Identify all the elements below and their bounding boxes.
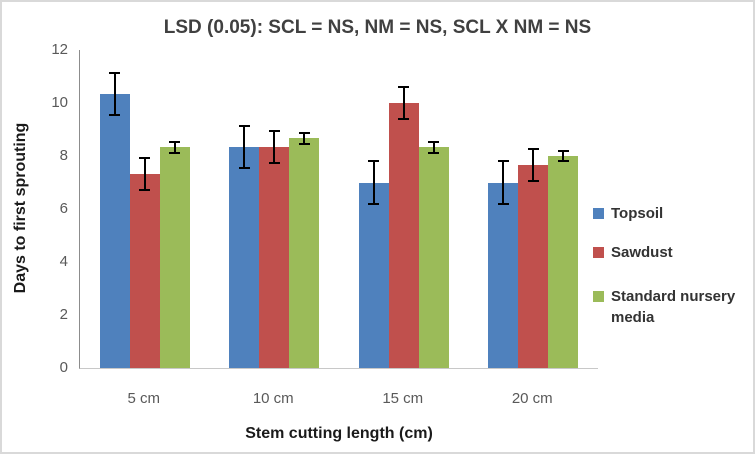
legend-item-standard-nursery-media: Standard nursery media xyxy=(593,286,749,328)
y-tick-label-4: 4 xyxy=(59,253,68,270)
error-bar-sawdust-20-cm-cap-top xyxy=(527,147,539,150)
x-tick-label-15-cm: 15 cm xyxy=(382,390,424,407)
error-bar-sawdust-15-cm-line xyxy=(402,87,405,119)
legend-item-topsoil: Topsoil xyxy=(593,203,749,224)
bar-standard-nursery-media-15-cm xyxy=(418,147,449,368)
error-bar-sawdust-10-cm-cap-top xyxy=(268,130,280,133)
bar-standard-nursery-media-20-cm xyxy=(548,156,579,368)
x-tick-label-10-cm: 10 cm xyxy=(252,390,294,407)
chart-title: LSD (0.05): SCL = NS, NM = NS, SCL X NM … xyxy=(163,17,592,38)
legend-swatch-standard-nursery-media xyxy=(593,291,604,302)
error-bar-topsoil-5-cm-cap-top xyxy=(109,72,121,75)
legend-label-topsoil: Topsoil xyxy=(611,205,664,222)
bar-standard-nursery-media-5-cm xyxy=(159,147,190,368)
error-bar-topsoil-10-cm-cap-bottom xyxy=(238,167,250,170)
bar-topsoil-20-cm xyxy=(488,182,519,368)
error-bar-standard-nursery-media-20-cm-cap-top xyxy=(557,149,569,152)
bar-sawdust-20-cm xyxy=(518,164,549,368)
bar-sawdust-5-cm xyxy=(129,173,160,368)
error-bar-sawdust-15-cm-cap-bottom xyxy=(398,117,410,120)
y-tick-label-8: 8 xyxy=(59,147,68,164)
legend-swatch-topsoil xyxy=(593,208,604,219)
bar-standard-nursery-media-10-cm xyxy=(289,138,320,368)
error-bar-topsoil-10-cm-line xyxy=(243,126,246,169)
x-tick-label-5-cm: 5 cm xyxy=(127,390,160,407)
y-tick-label-6: 6 xyxy=(59,200,68,217)
error-bar-sawdust-10-cm-cap-bottom xyxy=(268,162,280,165)
error-bar-standard-nursery-media-10-cm-cap-top xyxy=(298,131,310,134)
legend-swatch-sawdust xyxy=(593,247,604,258)
error-bar-topsoil-20-cm-line xyxy=(502,161,505,204)
error-bar-sawdust-10-cm-line xyxy=(273,131,276,164)
error-bar-sawdust-5-cm-cap-bottom xyxy=(139,188,151,191)
error-bar-topsoil-5-cm-cap-bottom xyxy=(109,114,121,117)
error-bar-sawdust-20-cm-cap-bottom xyxy=(527,179,539,182)
bar-topsoil-15-cm xyxy=(358,182,389,368)
error-bar-standard-nursery-media-15-cm-line xyxy=(432,141,435,153)
error-bar-standard-nursery-media-10-cm-cap-bottom xyxy=(298,142,310,145)
error-bar-standard-nursery-media-20-cm-line xyxy=(562,150,565,162)
y-tick-label-12: 12 xyxy=(51,41,68,58)
x-tick-label-20-cm: 20 cm xyxy=(511,390,553,407)
error-bar-sawdust-15-cm-cap-top xyxy=(398,86,410,89)
error-bar-topsoil-10-cm-cap-top xyxy=(238,125,250,128)
legend-label-standard-nursery-media: Standard nursery media xyxy=(611,288,736,326)
error-bar-sawdust-5-cm-cap-top xyxy=(139,156,151,159)
error-bar-standard-nursery-media-15-cm-cap-top xyxy=(428,140,440,143)
bar-topsoil-5-cm xyxy=(99,94,130,368)
x-axis-title: Stem cutting length (cm) xyxy=(245,425,433,442)
error-bar-standard-nursery-media-5-cm-cap-bottom xyxy=(169,151,181,154)
error-bar-standard-nursery-media-5-cm-line xyxy=(173,141,176,153)
error-bar-standard-nursery-media-5-cm-cap-top xyxy=(169,140,181,143)
bar-sawdust-15-cm xyxy=(388,103,419,368)
bar-topsoil-10-cm xyxy=(229,147,260,368)
error-bar-topsoil-15-cm-line xyxy=(372,161,375,204)
error-bar-standard-nursery-media-10-cm-line xyxy=(303,132,306,144)
error-bar-topsoil-20-cm-cap-top xyxy=(497,160,509,163)
error-bar-topsoil-15-cm-cap-top xyxy=(368,160,380,163)
error-bar-topsoil-5-cm-line xyxy=(113,73,116,116)
error-bar-topsoil-15-cm-cap-bottom xyxy=(368,202,380,205)
error-bar-sawdust-20-cm-line xyxy=(532,148,535,181)
bar-sawdust-10-cm xyxy=(259,147,290,368)
y-tick-label-0: 0 xyxy=(59,359,68,376)
legend-label-sawdust: Sawdust xyxy=(611,244,673,261)
y-tick-label-2: 2 xyxy=(59,306,68,323)
error-bar-standard-nursery-media-15-cm-cap-bottom xyxy=(428,151,440,154)
y-tick-label-10: 10 xyxy=(51,94,68,111)
error-bar-sawdust-5-cm-line xyxy=(143,157,146,190)
error-bar-topsoil-20-cm-cap-bottom xyxy=(497,202,509,205)
error-bar-standard-nursery-media-20-cm-cap-bottom xyxy=(557,160,569,163)
plot-area xyxy=(79,50,598,369)
legend-item-sawdust: Sawdust xyxy=(593,242,749,263)
